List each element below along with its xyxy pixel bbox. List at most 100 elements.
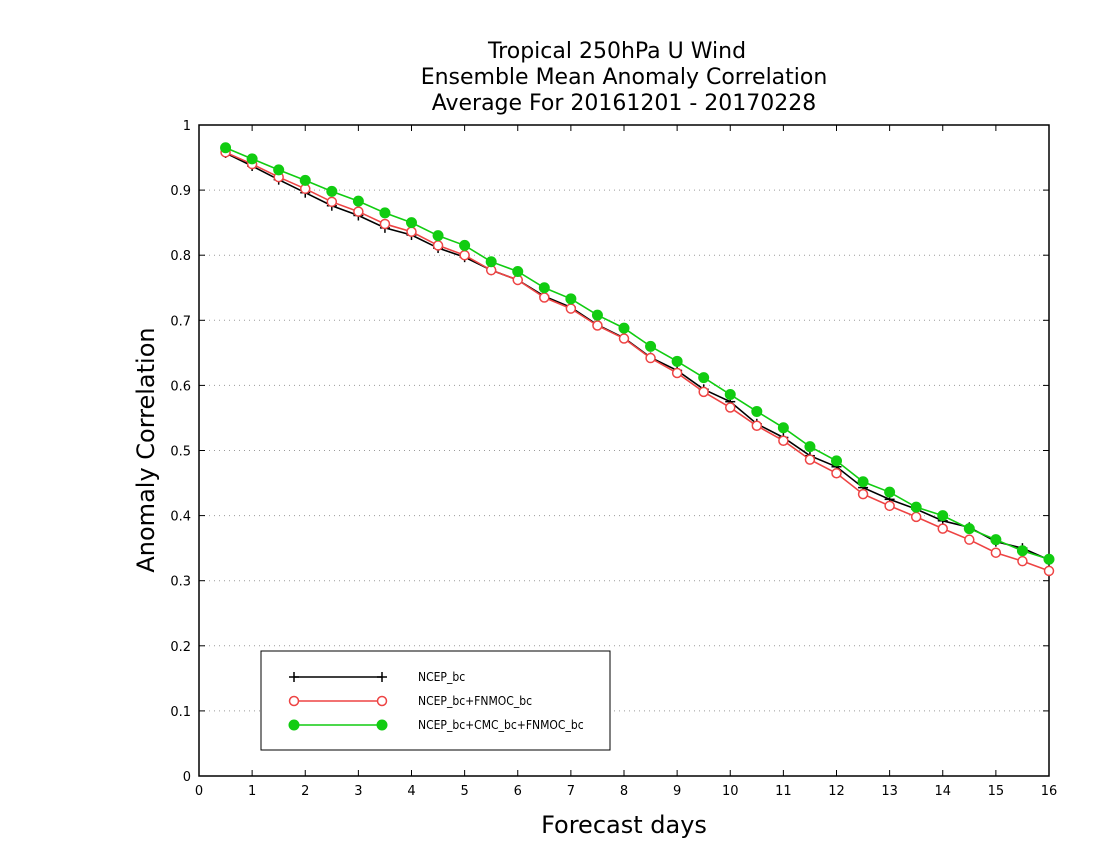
data-point (910, 501, 922, 513)
data-point (671, 355, 683, 367)
data-point (353, 206, 364, 217)
data-point (990, 534, 1002, 546)
x-tick-label: 2 (301, 784, 309, 799)
data-point (698, 386, 709, 398)
data-point (724, 389, 736, 401)
x-tick-label: 11 (775, 784, 792, 799)
y-tick-label: 1 (183, 119, 191, 134)
data-point (1043, 553, 1055, 565)
data-point (645, 352, 656, 364)
y-tick-label: 0.3 (170, 575, 191, 590)
y-axis-title: Anomaly Correlation (132, 327, 160, 572)
data-point (1043, 565, 1055, 577)
x-tick-label: 5 (460, 784, 468, 799)
y-tick-label: 0.8 (170, 249, 191, 264)
data-point (937, 510, 949, 522)
grid-layer (199, 189, 1049, 712)
data-point (671, 367, 683, 379)
data-point (645, 340, 657, 352)
data-point (538, 282, 550, 294)
data-point (379, 207, 391, 219)
legend-marker-right (376, 719, 388, 731)
x-tick-label: 14 (934, 784, 951, 799)
data-point (273, 164, 285, 176)
x-tick-label: 7 (567, 784, 575, 799)
data-point (884, 500, 895, 512)
data-point (857, 476, 869, 488)
data-point (963, 523, 975, 535)
legend-marker-left (288, 719, 300, 731)
data-point (778, 435, 789, 446)
x-tick-label: 0 (195, 784, 203, 799)
x-axis-title: Forecast days (541, 811, 707, 839)
x-tick-label: 12 (828, 784, 845, 799)
data-point (512, 265, 524, 277)
x-tick-label: 15 (988, 784, 1005, 799)
legend-label: NCEP_bc+CMC_bc+FNMOC_bc (418, 718, 584, 732)
y-tick-label: 0 (183, 770, 191, 785)
data-point (857, 488, 869, 500)
data-point (937, 523, 948, 534)
data-point (618, 333, 630, 344)
data-point (379, 218, 391, 230)
y-tick-label: 0.5 (170, 445, 191, 460)
x-tick-label: 8 (620, 784, 628, 799)
x-tick-label: 13 (881, 784, 898, 799)
series-1 (220, 147, 1054, 565)
data-point (592, 320, 603, 331)
legend-box (260, 650, 611, 751)
data-point (246, 153, 258, 165)
data-point (910, 511, 922, 523)
legend-item: NCEP_bc (289, 670, 465, 684)
title-line-1: Tropical 250hPa U Wind (487, 39, 746, 64)
data-point (777, 422, 789, 434)
data-point (406, 226, 417, 238)
data-point (831, 455, 842, 467)
legend: NCEP_bc NCEP_bc+FNMOC_bc NCEP_bc+CMC_bc+FN… (260, 650, 611, 751)
data-point (459, 239, 471, 251)
y-tick-label: 0.9 (170, 184, 191, 199)
data-point (406, 217, 417, 229)
legend-label: NCEP_bc+FNMOC_bc (418, 694, 532, 708)
y-tick-label: 0.7 (170, 314, 191, 329)
legend-marker-left (288, 695, 300, 707)
data-point (698, 372, 710, 384)
data-point (432, 240, 444, 251)
data-point (326, 185, 338, 197)
data-point (751, 405, 763, 417)
data-point (591, 309, 603, 321)
data-point (990, 547, 1002, 558)
data-point (618, 322, 630, 334)
data-point (964, 534, 975, 545)
data-point (1017, 555, 1028, 567)
data-point (751, 420, 763, 432)
series-line (225, 152, 1050, 561)
data-point (725, 402, 736, 413)
legend-item: NCEP_bc+FNMOC_bc (288, 694, 532, 708)
data-point (352, 195, 364, 207)
data-point (220, 142, 232, 154)
y-tick-label: 0.6 (170, 379, 191, 394)
data-point (1016, 545, 1028, 557)
data-point (831, 468, 842, 479)
data-point (804, 441, 816, 453)
data-point (485, 256, 497, 268)
series-layer (220, 142, 1055, 577)
chart-title: Tropical 250hPa U Wind Ensemble Mean Ano… (421, 39, 828, 116)
data-point (539, 292, 550, 303)
legend-items: NCEP_bc NCEP_bc+FNMOC_bc NCEP_bc+CMC_bc+FN… (288, 670, 584, 732)
data-point (804, 454, 816, 465)
series-line (225, 151, 1050, 572)
legend-label: NCEP_bc (418, 670, 465, 684)
x-tick-label: 3 (354, 784, 362, 799)
legend-marker-left (289, 672, 299, 682)
data-point (884, 486, 896, 498)
legend-marker-right (376, 695, 388, 707)
x-tick-label: 10 (722, 784, 739, 799)
legend-item: NCEP_bc+CMC_bc+FNMOC_bc (288, 718, 584, 732)
data-point (459, 249, 470, 261)
data-point (565, 293, 577, 305)
y-tick-label: 0.1 (170, 705, 191, 720)
